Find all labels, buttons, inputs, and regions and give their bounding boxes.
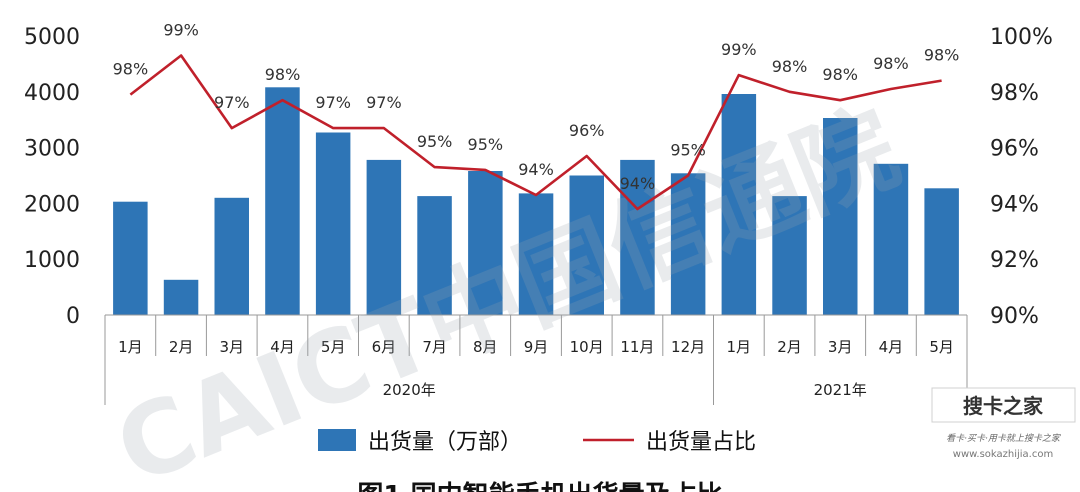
- bar-5: [315, 132, 351, 315]
- bar-2: [163, 279, 199, 315]
- left-axis-tick-label: 4000: [24, 81, 80, 106]
- left-axis-tick-label: 1000: [24, 248, 80, 273]
- category-tick-label: 9月: [524, 338, 549, 356]
- left-axis-tick-label: 5000: [24, 25, 80, 50]
- figure-caption: 图1 国内智能手机出货量及占比: [357, 480, 722, 492]
- share-data-label: 96%: [569, 121, 605, 140]
- corner-logo-name: 搜卡之家: [963, 394, 1044, 418]
- bar-10: [569, 175, 604, 315]
- right-axis-tick-label: 96%: [990, 137, 1039, 162]
- category-tick-label: 1月: [727, 338, 752, 356]
- category-tick-label: 2月: [169, 338, 194, 356]
- category-tick-label: 4月: [879, 338, 904, 356]
- category-tick-label: 10月: [570, 338, 604, 356]
- right-axis-tick-label: 100%: [990, 25, 1053, 50]
- left-axis-tick-label: 3000: [24, 137, 80, 162]
- legend-label-line: 出货量占比: [646, 430, 756, 455]
- bar-6: [366, 159, 402, 315]
- category-tick-label: 6月: [372, 338, 397, 356]
- bar-4: [265, 87, 300, 315]
- share-data-label: 98%: [924, 46, 960, 65]
- bar-1: [113, 201, 148, 315]
- year-group-label: 2021年: [814, 381, 867, 399]
- category-tick-label: 1月: [118, 338, 143, 356]
- bar-14: [772, 196, 807, 315]
- category-tick-label: 3月: [220, 338, 245, 356]
- share-data-label: 98%: [772, 57, 808, 76]
- category-tick-label: 8月: [473, 338, 498, 356]
- category-tick-label: 11月: [620, 338, 654, 356]
- share-data-label: 97%: [315, 93, 351, 112]
- bar-15: [823, 118, 858, 315]
- bar-9: [518, 193, 554, 315]
- category-tick-label: 4月: [270, 338, 295, 356]
- left-axis-tick-label: 2000: [24, 192, 80, 217]
- share-data-label: 94%: [518, 160, 554, 179]
- category-tick-label: 12月: [671, 338, 705, 356]
- share-data-label: 94%: [620, 174, 656, 193]
- left-axis-tick-label: 0: [66, 304, 80, 329]
- bar-11: [620, 159, 655, 315]
- bar-16: [873, 163, 909, 315]
- share-data-label: 95%: [468, 135, 504, 154]
- bar-8: [468, 171, 503, 315]
- bar-12: [670, 173, 706, 315]
- share-line: [129, 54, 942, 211]
- share-data-label: 98%: [822, 65, 858, 84]
- share-data-label: 98%: [113, 60, 149, 79]
- right-axis-tick-label: 98%: [990, 81, 1039, 106]
- corner-logo-box: [931, 387, 1076, 423]
- bar-7: [417, 196, 452, 315]
- corner-logo-url: www.sokazhijia.com: [953, 449, 1053, 460]
- legend-label-bar: 出货量（万部）: [368, 430, 522, 455]
- year-group-label: 2020年: [383, 381, 436, 399]
- category-tick-label: 5月: [929, 338, 954, 356]
- bar-13: [721, 94, 757, 315]
- right-axis-tick-label: 92%: [990, 248, 1039, 273]
- right-axis-tick-label: 94%: [990, 192, 1039, 217]
- category-tick-label: 3月: [828, 338, 853, 356]
- category-tick-label: 7月: [422, 338, 447, 356]
- share-data-label: 98%: [873, 54, 909, 73]
- share-data-label: 98%: [265, 65, 301, 84]
- share-data-label: 95%: [670, 141, 706, 160]
- bar-3: [214, 197, 249, 315]
- share-data-label: 95%: [417, 132, 453, 151]
- corner-logo-tagline: 看卡·买卡·用卡就上搜卡之家: [946, 433, 1061, 444]
- share-data-label: 99%: [721, 40, 757, 59]
- category-tick-label: 2月: [777, 338, 802, 356]
- legend-swatch-bar: [318, 429, 356, 451]
- share-data-label: 99%: [163, 21, 199, 40]
- right-axis-tick-label: 90%: [990, 304, 1039, 329]
- share-data-label: 97%: [214, 93, 250, 112]
- share-data-label: 97%: [366, 93, 402, 112]
- bar-17: [924, 188, 959, 315]
- category-tick-label: 5月: [321, 338, 346, 356]
